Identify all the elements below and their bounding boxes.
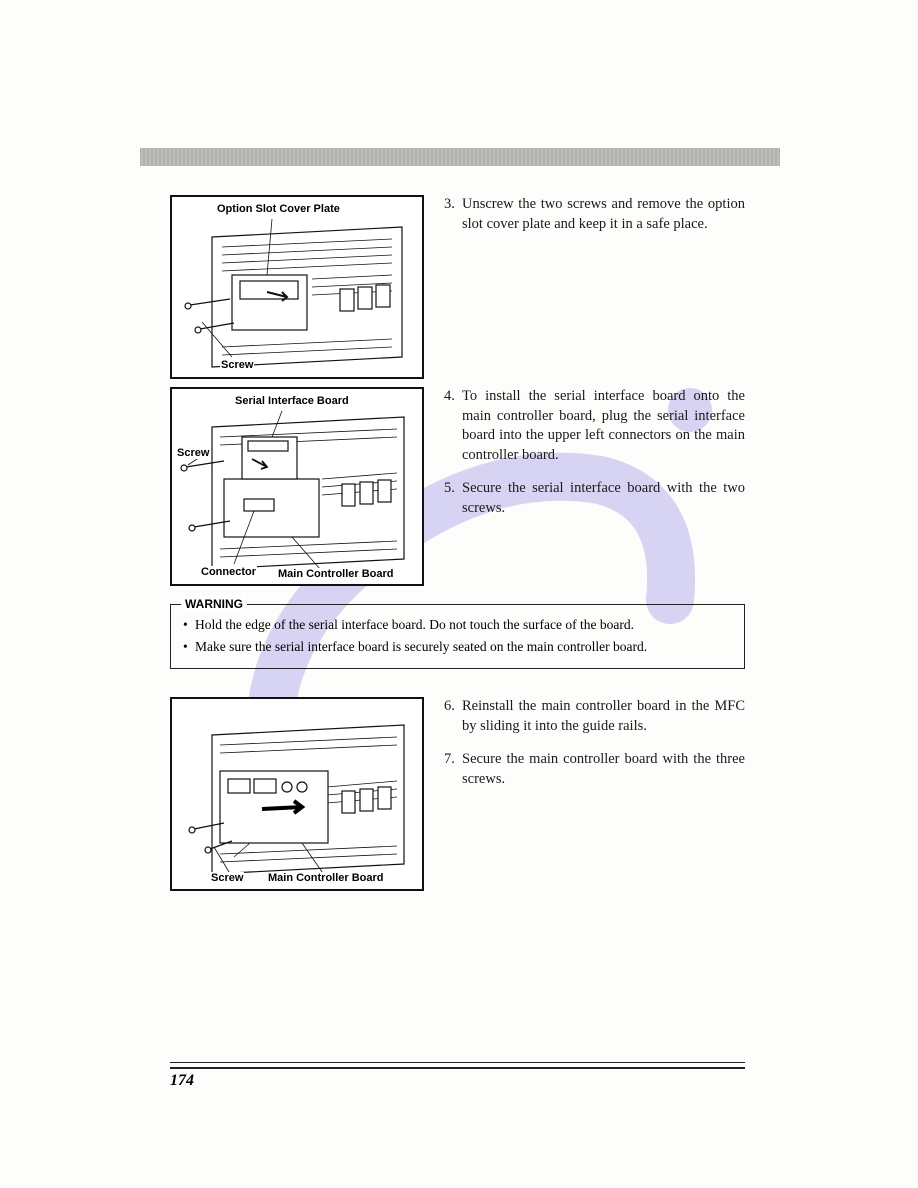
footer-rule <box>170 1062 745 1069</box>
label-serial-board: Serial Interface Board <box>234 395 350 407</box>
content-area: Option Slot Cover Plate Screw 3. Unscrew… <box>170 195 745 899</box>
step-3: 3. Unscrew the two screws and remove the… <box>444 195 745 234</box>
step-7: 7. Secure the main controller board with… <box>444 750 745 789</box>
step-number: 4. <box>444 387 462 465</box>
step-text: To install the serial interface board on… <box>462 387 745 465</box>
row-2: Serial Interface Board Screw Connector M… <box>170 387 745 586</box>
warning-item-1: •Hold the edge of the serial interface b… <box>183 615 732 635</box>
steps-block-1: 3. Unscrew the two screws and remove the… <box>444 195 745 248</box>
warning-text: Hold the edge of the serial interface bo… <box>195 617 634 632</box>
manual-page: manualshive.com <box>0 0 918 1188</box>
step-text: Secure the main controller board with th… <box>462 750 745 789</box>
row-3: Screw Main Controller Board 6. Reinstall… <box>170 697 745 891</box>
step-text: Reinstall the main controller board in t… <box>462 697 745 736</box>
header-rule <box>140 148 780 166</box>
label-connector: Connector <box>200 566 257 578</box>
label-screw-3: Screw <box>210 872 244 884</box>
warning-title: WARNING <box>181 596 247 613</box>
warning-box: WARNING •Hold the edge of the serial int… <box>170 604 745 669</box>
step-number: 6. <box>444 697 462 736</box>
step-text: Secure the serial interface board with t… <box>462 479 745 518</box>
label-main-board-2: Main Controller Board <box>277 568 395 580</box>
step-text: Unscrew the two screws and remove the op… <box>462 195 745 234</box>
page-number: 174 <box>170 1072 194 1090</box>
step-6: 6. Reinstall the main controller board i… <box>444 697 745 736</box>
row-1: Option Slot Cover Plate Screw 3. Unscrew… <box>170 195 745 379</box>
steps-block-3: 6. Reinstall the main controller board i… <box>444 697 745 803</box>
figure-serial-board: Serial Interface Board Screw Connector M… <box>170 387 424 586</box>
step-number: 3. <box>444 195 462 234</box>
step-number: 5. <box>444 479 462 518</box>
figure-option-slot: Option Slot Cover Plate Screw <box>170 195 424 379</box>
label-screw-1: Screw <box>220 359 254 371</box>
label-option-plate: Option Slot Cover Plate <box>216 203 341 215</box>
step-number: 7. <box>444 750 462 789</box>
warning-text: Make sure the serial interface board is … <box>195 639 647 654</box>
steps-block-2: 4. To install the serial interface board… <box>444 387 745 532</box>
label-screw-2: Screw <box>176 447 210 459</box>
warning-item-2: •Make sure the serial interface board is… <box>183 637 732 657</box>
step-4: 4. To install the serial interface board… <box>444 387 745 465</box>
figure-reinstall: Screw Main Controller Board <box>170 697 424 891</box>
label-main-board-3: Main Controller Board <box>267 872 385 884</box>
step-5: 5. Secure the serial interface board wit… <box>444 479 745 518</box>
